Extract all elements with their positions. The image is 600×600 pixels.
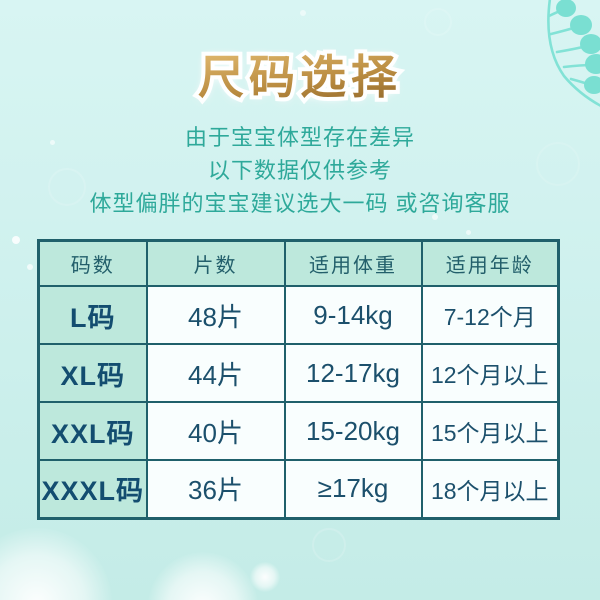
col-header-age: 适用年龄 xyxy=(420,239,560,287)
size-cell: XXXL码 xyxy=(37,459,148,519)
age-cell: 18个月以上 xyxy=(420,459,560,519)
weight-cell: 12-17kg xyxy=(283,343,423,403)
count-cell: 44片 xyxy=(145,343,286,403)
table-row: XL码 44片 12-17kg 12个月以上 xyxy=(37,343,560,403)
col-header-count: 片数 xyxy=(145,239,286,287)
sparkle-dot xyxy=(300,10,306,16)
count-cell: 40片 xyxy=(145,401,286,461)
subtitle-line-2: 以下数据仅供参考 xyxy=(207,158,392,183)
size-cell: XL码 xyxy=(37,343,148,403)
table-header-row: 码数 片数 适用体重 适用年龄 xyxy=(37,239,560,287)
count-cell: 36片 xyxy=(145,459,286,519)
page-title: 尺码选择 xyxy=(0,50,600,105)
subtitle-line-3: 体型偏胖的宝宝建议选大一码 或咨询客服 xyxy=(89,191,511,216)
table-row: XXXL码 36片 ≥17kg 18个月以上 xyxy=(37,459,560,519)
bokeh-light xyxy=(250,562,280,592)
table-row: L码 48片 9-14kg 7-12个月 xyxy=(37,285,560,345)
subtitle-block: 由于宝宝体型存在差异 以下数据仅供参考 体型偏胖的宝宝建议选大一码 或咨询客服 xyxy=(0,121,600,220)
bubble-ring xyxy=(312,528,346,562)
bokeh-light xyxy=(148,552,258,600)
age-cell: 15个月以上 xyxy=(420,401,560,461)
size-cell: L码 xyxy=(37,285,148,345)
age-cell: 12个月以上 xyxy=(420,343,560,403)
count-cell: 48片 xyxy=(145,285,286,345)
table-row: XXL码 40片 15-20kg 15个月以上 xyxy=(37,401,560,461)
size-table: 码数 片数 适用体重 适用年龄 L码 48片 9-14kg 7-12个月 XL码… xyxy=(37,239,560,520)
weight-cell: 9-14kg xyxy=(283,285,423,345)
size-cell: XXL码 xyxy=(37,401,148,461)
col-header-weight: 适用体重 xyxy=(283,239,423,287)
col-header-size: 码数 xyxy=(37,239,148,287)
weight-cell: ≥17kg xyxy=(283,459,423,519)
bokeh-light xyxy=(0,528,112,600)
sparkle-dot xyxy=(466,230,471,235)
weight-cell: 15-20kg xyxy=(283,401,423,461)
sparkle-dot xyxy=(27,264,33,270)
sparkle-dot xyxy=(12,236,20,244)
bubble-ring xyxy=(424,8,452,36)
subtitle-line-1: 由于宝宝体型存在差异 xyxy=(184,125,415,150)
page-title-halo: 尺码选择 xyxy=(0,46,600,108)
age-cell: 7-12个月 xyxy=(420,285,560,345)
